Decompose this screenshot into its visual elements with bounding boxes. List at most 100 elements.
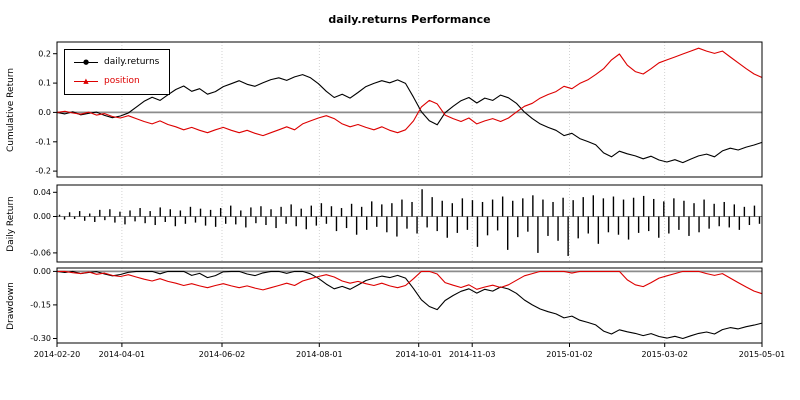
bar <box>310 205 312 217</box>
bar <box>396 216 398 237</box>
bar <box>728 216 730 228</box>
bar <box>214 216 217 227</box>
bar <box>421 189 423 217</box>
bar <box>204 216 207 226</box>
bar <box>642 195 645 217</box>
panel-border <box>56 41 763 178</box>
x-tick-label: 2014-10-01 <box>395 350 442 359</box>
bar <box>562 197 564 217</box>
bar <box>673 198 675 217</box>
bar <box>99 209 101 217</box>
bar <box>300 208 302 217</box>
bar <box>129 210 131 217</box>
bar <box>401 199 403 217</box>
bar <box>748 216 751 226</box>
y-tick-label: -0.15 <box>30 301 51 310</box>
bar <box>295 216 297 227</box>
bar <box>532 195 534 217</box>
bar <box>637 216 640 233</box>
bar <box>698 216 700 233</box>
bar <box>446 216 448 238</box>
bar <box>255 216 257 224</box>
y-tick-label: -0.06 <box>30 249 51 258</box>
y-tick-label: 0.00 <box>33 212 51 221</box>
bar <box>154 216 156 226</box>
bar <box>219 208 222 217</box>
x-axis: 2014-02-20 2014-04-01 2014-06-02 2014-08-01… <box>34 343 785 359</box>
bar <box>174 216 177 227</box>
bar <box>78 211 81 217</box>
bar <box>451 203 453 217</box>
bar <box>683 200 685 217</box>
bar <box>537 216 539 253</box>
x-tick-label: 2014-02-20 <box>34 350 81 359</box>
bar <box>325 216 328 224</box>
panel-border <box>56 184 763 263</box>
bar <box>305 216 307 230</box>
chart-title: daily.returns Performance <box>328 13 491 26</box>
x-tick-label: 2015-03-02 <box>641 350 688 359</box>
bar <box>758 216 761 224</box>
bar <box>456 216 459 233</box>
bar <box>345 216 348 229</box>
bar <box>124 216 126 225</box>
bar <box>164 216 166 222</box>
bar <box>411 201 413 217</box>
bar <box>582 197 584 217</box>
bar <box>235 216 237 225</box>
bar <box>713 203 715 217</box>
bar <box>58 214 61 217</box>
bar <box>169 209 171 217</box>
bar <box>84 216 86 221</box>
bar <box>335 216 338 232</box>
bar <box>577 216 579 239</box>
bar <box>416 216 418 234</box>
bar <box>612 196 615 217</box>
bar <box>386 216 388 233</box>
bar <box>703 199 705 217</box>
bar <box>602 198 605 217</box>
x-tick-label: 2014-08-01 <box>296 350 343 359</box>
bar <box>371 201 373 217</box>
bar <box>320 203 323 217</box>
bar <box>406 216 408 229</box>
bar <box>481 201 484 217</box>
bar <box>587 216 589 234</box>
bar <box>542 199 544 217</box>
bar <box>230 205 232 217</box>
bar <box>73 216 76 219</box>
bar <box>144 216 146 224</box>
bar <box>114 216 116 223</box>
bar <box>431 197 433 217</box>
bar <box>567 216 569 256</box>
bar <box>733 204 735 217</box>
bar <box>250 207 252 217</box>
bar <box>280 206 282 217</box>
bar <box>461 198 464 217</box>
bar <box>496 216 499 231</box>
bar <box>627 216 630 240</box>
bar <box>139 208 141 217</box>
bar <box>718 216 720 227</box>
bar <box>340 208 343 217</box>
bar <box>663 201 665 217</box>
panel-drawdown: 0.00 -0.15 -0.30 <box>30 267 763 344</box>
y-tick-label: 0.1 <box>38 79 51 88</box>
bar <box>723 201 725 217</box>
triangle-marker-icon: ▲ <box>83 76 89 85</box>
bar <box>668 216 670 234</box>
bar <box>199 208 202 217</box>
x-tick-label: 2014-06-02 <box>199 350 246 359</box>
bar <box>622 199 625 217</box>
bar <box>653 198 655 217</box>
bar <box>189 206 192 217</box>
panel-cumulative-return: -0.2 -0.1 0.0 0.1 0.2 <box>35 41 763 178</box>
series-daily.returns <box>56 270 763 340</box>
bar <box>104 216 106 221</box>
bar <box>572 200 574 217</box>
bar <box>275 216 277 229</box>
bar <box>471 200 474 217</box>
bar <box>607 216 610 233</box>
